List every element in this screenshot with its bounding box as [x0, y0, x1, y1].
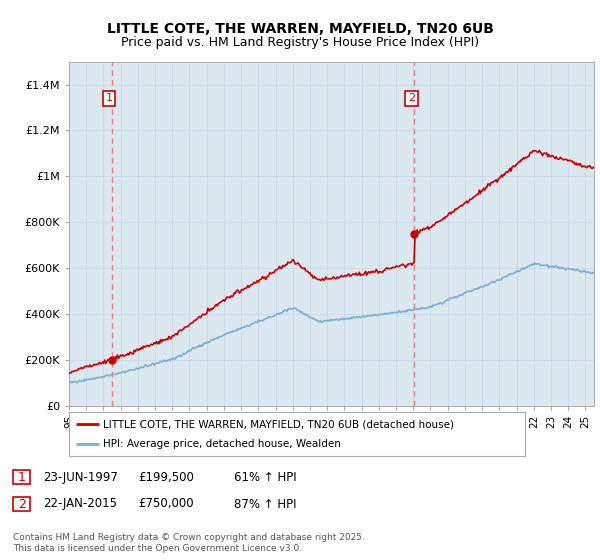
Text: Price paid vs. HM Land Registry's House Price Index (HPI): Price paid vs. HM Land Registry's House … [121, 36, 479, 49]
Text: 2: 2 [17, 497, 26, 511]
Text: LITTLE COTE, THE WARREN, MAYFIELD, TN20 6UB (detached house): LITTLE COTE, THE WARREN, MAYFIELD, TN20 … [103, 419, 454, 429]
Text: 87% ↑ HPI: 87% ↑ HPI [234, 497, 296, 511]
Text: 61% ↑ HPI: 61% ↑ HPI [234, 470, 296, 484]
Text: 2: 2 [408, 94, 415, 104]
Text: 1: 1 [17, 470, 26, 484]
Text: 22-JAN-2015: 22-JAN-2015 [43, 497, 117, 511]
Text: 23-JUN-1997: 23-JUN-1997 [43, 470, 118, 484]
Text: £199,500: £199,500 [138, 470, 194, 484]
Text: Contains HM Land Registry data © Crown copyright and database right 2025.
This d: Contains HM Land Registry data © Crown c… [13, 533, 365, 553]
Text: HPI: Average price, detached house, Wealden: HPI: Average price, detached house, Weal… [103, 439, 341, 449]
Text: 1: 1 [106, 94, 112, 104]
Text: £750,000: £750,000 [138, 497, 194, 511]
Text: LITTLE COTE, THE WARREN, MAYFIELD, TN20 6UB: LITTLE COTE, THE WARREN, MAYFIELD, TN20 … [107, 22, 493, 36]
